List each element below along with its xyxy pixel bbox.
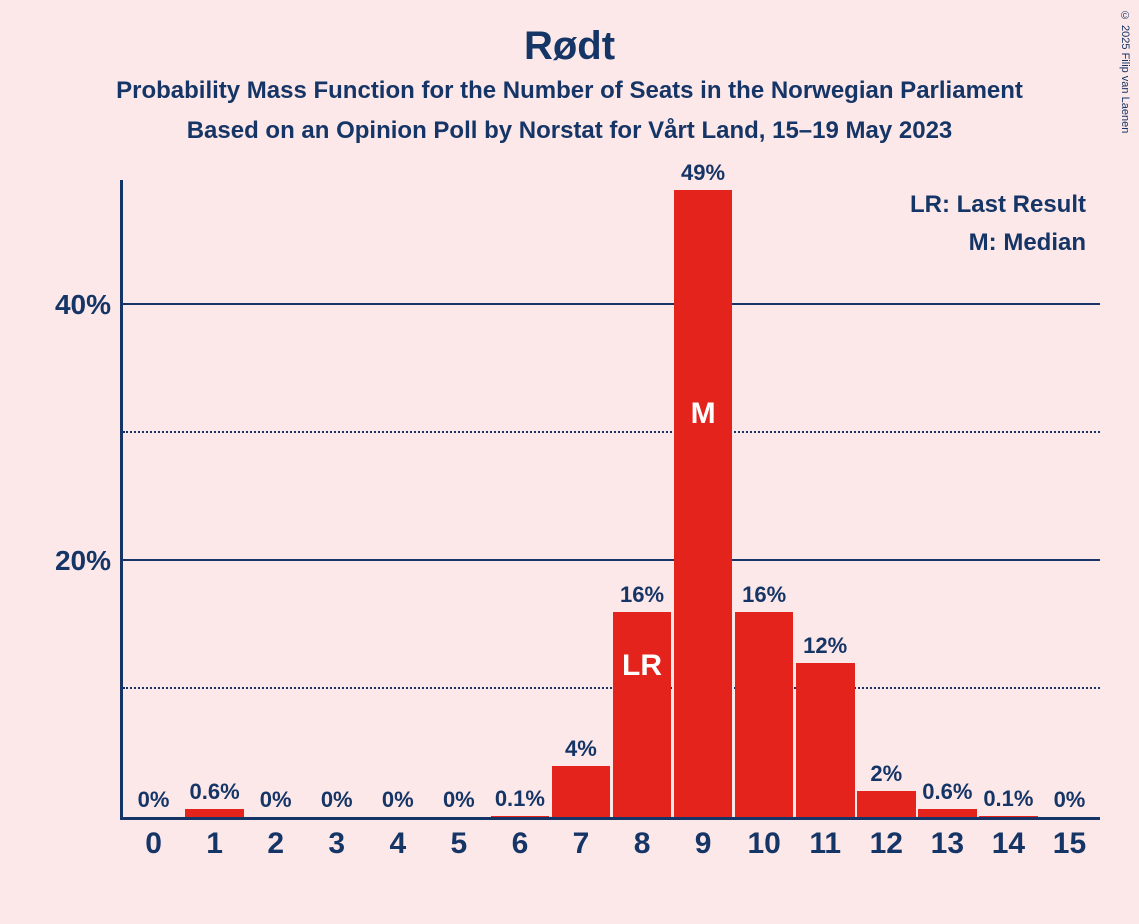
bar: 2% xyxy=(857,791,916,817)
bar-value-label: 16% xyxy=(742,582,786,608)
bar-slot: 49%M9 xyxy=(673,180,734,817)
chart-subtitle-1: Probability Mass Function for the Number… xyxy=(0,77,1139,105)
bar-slot: 4%7 xyxy=(550,180,611,817)
bar-slot: 2%12 xyxy=(856,180,917,817)
bar-slot: 0.6%13 xyxy=(917,180,978,817)
y-tick-label: 40% xyxy=(55,289,111,321)
x-tick-label: 15 xyxy=(1053,827,1086,861)
bar: 0.6% xyxy=(185,809,244,817)
y-tick-label: 20% xyxy=(55,545,111,577)
chart-subtitle-2: Based on an Opinion Poll by Norstat for … xyxy=(0,117,1139,145)
chart-title: Rødt xyxy=(0,0,1139,69)
bar: 49%M xyxy=(674,190,733,817)
legend-lr: LR: Last Result xyxy=(910,186,1086,224)
legend-m: M: Median xyxy=(910,224,1086,262)
bar-value-label: 0% xyxy=(443,787,475,813)
bar: 12% xyxy=(796,663,855,817)
bar-slot: 0%4 xyxy=(367,180,428,817)
bar-value-label: 0.1% xyxy=(983,786,1033,812)
bar-marker: LR xyxy=(622,649,662,683)
chart-container: LR: Last Result M: Median 0%00.6%10%20%3… xyxy=(40,180,1110,900)
bar: 4% xyxy=(552,766,611,817)
copyright-text: © 2025 Filip van Laenen xyxy=(1119,10,1131,133)
x-tick-label: 12 xyxy=(870,827,903,861)
bar-value-label: 0% xyxy=(321,787,353,813)
bar-slot: 0%0 xyxy=(123,180,184,817)
bar: 0.6% xyxy=(918,809,977,817)
x-tick-label: 11 xyxy=(809,827,841,861)
x-tick-label: 3 xyxy=(328,827,345,861)
bar: 16%LR xyxy=(613,612,672,817)
x-tick-label: 6 xyxy=(512,827,529,861)
bar-value-label: 0.6% xyxy=(190,779,240,805)
x-tick-label: 13 xyxy=(931,827,964,861)
bar-marker: M xyxy=(691,397,716,431)
bar-value-label: 12% xyxy=(803,633,847,659)
x-tick-label: 2 xyxy=(267,827,284,861)
bar-slot: 0%5 xyxy=(428,180,489,817)
bar-value-label: 0% xyxy=(138,787,170,813)
x-tick-label: 4 xyxy=(389,827,406,861)
bar-value-label: 2% xyxy=(870,761,902,787)
bar-value-label: 49% xyxy=(681,160,725,186)
x-tick-label: 0 xyxy=(145,827,162,861)
bar: 16% xyxy=(735,612,794,817)
bar-value-label: 16% xyxy=(620,582,664,608)
plot-area: LR: Last Result M: Median 0%00.6%10%20%3… xyxy=(120,180,1100,820)
bar-value-label: 0.6% xyxy=(922,779,972,805)
x-tick-label: 5 xyxy=(451,827,468,861)
bar-slot: 12%11 xyxy=(795,180,856,817)
bar-slot: 0%15 xyxy=(1039,180,1100,817)
bar-slot: 0%3 xyxy=(306,180,367,817)
bar-slot: 0.1%14 xyxy=(978,180,1039,817)
x-tick-label: 9 xyxy=(695,827,712,861)
x-tick-label: 10 xyxy=(747,827,780,861)
bar: 0.1% xyxy=(491,816,550,817)
legend: LR: Last Result M: Median xyxy=(910,186,1086,263)
bar-value-label: 0% xyxy=(382,787,414,813)
x-tick-label: 1 xyxy=(206,827,223,861)
bar-value-label: 0% xyxy=(1054,787,1086,813)
x-tick-label: 14 xyxy=(992,827,1025,861)
bar-slot: 16%LR8 xyxy=(612,180,673,817)
bar-slot: 16%10 xyxy=(734,180,795,817)
bar-slot: 0%2 xyxy=(245,180,306,817)
x-tick-label: 8 xyxy=(634,827,651,861)
bar-slot: 0.1%6 xyxy=(489,180,550,817)
bar-value-label: 0.1% xyxy=(495,786,545,812)
bars-group: 0%00.6%10%20%30%40%50.1%64%716%LR849%M91… xyxy=(123,180,1100,817)
bar-slot: 0.6%1 xyxy=(184,180,245,817)
bar-value-label: 4% xyxy=(565,736,597,762)
x-tick-label: 7 xyxy=(573,827,590,861)
bar: 0.1% xyxy=(979,816,1038,817)
bar-value-label: 0% xyxy=(260,787,292,813)
